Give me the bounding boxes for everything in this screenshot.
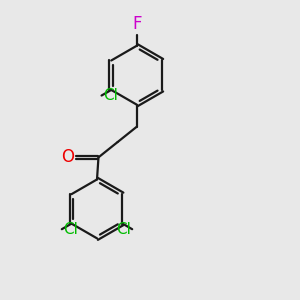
- Text: Cl: Cl: [103, 88, 118, 103]
- Text: Cl: Cl: [63, 222, 78, 237]
- Text: Cl: Cl: [116, 222, 131, 237]
- Text: O: O: [61, 148, 74, 166]
- Text: F: F: [132, 15, 142, 33]
